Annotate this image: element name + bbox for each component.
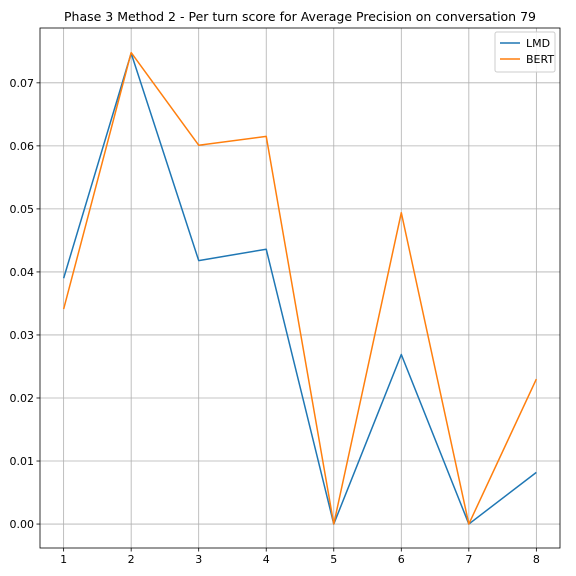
- y-tick-label: 0.05: [10, 203, 35, 216]
- legend: LMD BERT: [494, 31, 556, 73]
- y-tick-label: 0.00: [10, 518, 35, 531]
- x-axis: 1 2 3 4 5 6 7 8: [60, 548, 540, 566]
- grid: [40, 28, 560, 548]
- x-tick-label: 7: [465, 553, 472, 566]
- x-tick-label: 1: [60, 553, 67, 566]
- legend-label: BERT: [526, 53, 554, 66]
- chart-title: Phase 3 Method 2 - Per turn score for Av…: [64, 9, 536, 24]
- x-tick-label: 4: [263, 553, 270, 566]
- series-line-lmd: [62, 52, 537, 525]
- y-axis: 0.00 0.01 0.02 0.03 0.04 0.05 0.06 0.07: [10, 77, 40, 531]
- series-line-bert: [62, 51, 538, 525]
- x-tick-label: 8: [533, 553, 540, 566]
- x-tick-label: 6: [398, 553, 405, 566]
- x-tick-label: 5: [330, 553, 337, 566]
- legend-label: LMD: [526, 37, 550, 50]
- y-tick-label: 0.04: [10, 266, 35, 279]
- y-tick-label: 0.01: [10, 455, 35, 468]
- y-tick-label: 0.03: [10, 329, 35, 342]
- x-tick-label: 2: [128, 553, 135, 566]
- series-lines: [62, 51, 538, 525]
- plot-frame: [39, 27, 561, 549]
- legend-box: [494, 31, 556, 73]
- x-tick-label: 3: [195, 553, 202, 566]
- y-tick-label: 0.02: [10, 392, 35, 405]
- y-tick-label: 0.06: [10, 140, 35, 153]
- y-tick-label: 0.07: [10, 77, 35, 90]
